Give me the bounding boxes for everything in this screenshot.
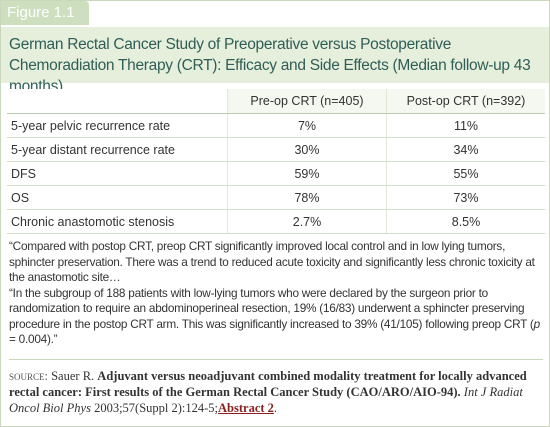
end: . <box>273 401 278 415</box>
value-cell: 8.5% <box>386 209 545 234</box>
value-cell: 78% <box>227 185 387 210</box>
row: Chronic anastomotic stenosis 2.7% 8.5% <box>7 209 545 234</box>
source: Source: Sauer R. Adjuvant versus neoadju… <box>9 359 543 416</box>
figure-label: Figure 1.1 <box>1 1 89 25</box>
author: Sauer R. <box>51 369 95 383</box>
quote: “Compared with postop CRT, preop CRT sig… <box>9 239 543 286</box>
header-cell: Post-op CRT (n=392) <box>386 89 545 114</box>
row: OS 78% 73% <box>7 185 545 210</box>
value-cell: 11% <box>386 113 545 138</box>
label-cell: 5-year distant recurrence rate <box>7 137 228 162</box>
row: 5-year distant recurrence rate 30% 34% <box>7 137 545 162</box>
journal: Int J Radiat Oncol Biol Phys <box>9 385 523 415</box>
label-cell: Chronic anastomotic stenosis <box>7 209 228 234</box>
quote-text: = 0.004).” <box>9 332 58 346</box>
value-cell: 34% <box>386 137 545 162</box>
value-cell: 7% <box>227 113 387 138</box>
quote-text: “In the subgroup of 188 patients with lo… <box>9 285 534 331</box>
title-box: German Rectal Cancer Study of Preoperati… <box>1 27 549 95</box>
label-cell: 5-year pelvic recurrence rate <box>7 113 228 138</box>
source-label: Source: <box>9 369 48 383</box>
article: Adjuvant versus neoadjuvant combined mod… <box>9 369 527 399</box>
quote-text: “Compared with postop CRT, preop CRT sig… <box>9 239 535 284</box>
label-cell: DFS <box>7 161 228 186</box>
table: Pre-op CRT (n=405) Post-op CRT (n=392) 5-… <box>7 89 545 234</box>
label-cell: OS <box>7 185 228 210</box>
row: 5-year pelvic recurrence rate 7% 11% <box>7 113 545 138</box>
value-cell: 55% <box>386 161 545 186</box>
link[interactable]: Abstract 2 <box>218 401 274 415</box>
quotes: “Compared with postop CRT, preop CRT sig… <box>9 239 543 348</box>
citation: 2003;57(Suppl 2):124-5; <box>94 401 219 415</box>
value-cell: 2.7% <box>227 209 387 234</box>
row: DFS 59% 55% <box>7 161 545 186</box>
value-cell: 59% <box>227 161 387 186</box>
quote-text: p <box>533 316 541 331</box>
title: German Rectal Cancer Study of Preoperati… <box>9 36 531 95</box>
value-cell: 73% <box>386 185 545 210</box>
header-cell <box>7 89 228 114</box>
header-cell: Pre-op CRT (n=405) <box>227 89 387 114</box>
quote: “In the subgroup of 188 patients with lo… <box>9 286 543 348</box>
header-row: Pre-op CRT (n=405) Post-op CRT (n=392) <box>7 89 545 114</box>
value-cell: 30% <box>227 137 387 162</box>
